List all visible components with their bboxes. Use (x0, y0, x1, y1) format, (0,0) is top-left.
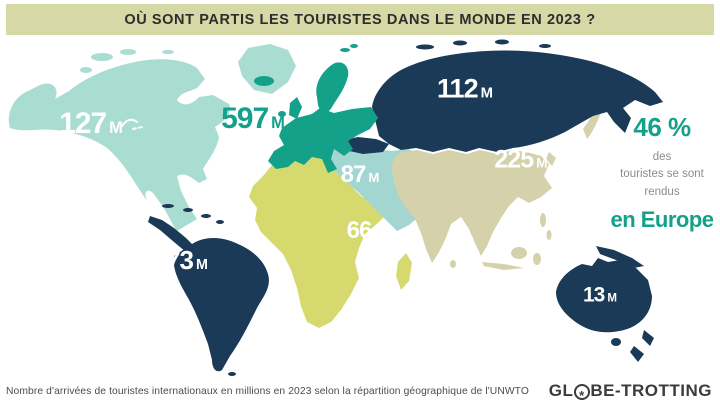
plane-doodle-icon (121, 118, 143, 130)
region-north-america (8, 44, 296, 231)
highlight-line-2: touristes se sont (620, 168, 704, 181)
highlight-line-3: rendus (644, 185, 680, 198)
new-zealand-shape (642, 330, 654, 346)
label-africa: 66 M (346, 217, 386, 244)
region-oceania (556, 246, 654, 362)
region-africa (249, 147, 412, 328)
logo-prefix: GL (548, 381, 574, 400)
uk-shape (289, 97, 302, 119)
label-latin-america: 73 M (166, 245, 208, 275)
greenland-shape (238, 44, 296, 94)
label-oceania: 13 M (583, 283, 617, 307)
label-asia: 225 M (494, 145, 548, 174)
europe-highlight: 46 % des touristes se sont rendus en Eur… (604, 112, 720, 233)
region-latin-america (148, 204, 269, 376)
label-russia-north-asia: 112 M (437, 73, 493, 104)
logo-suffix: BE-TROTTING (590, 381, 712, 400)
label-europe: 597 M (221, 102, 285, 135)
region-russia-north-asia (340, 39, 663, 154)
highlight-percent: 46 % (633, 112, 691, 142)
highlight-europe: en Europe (610, 206, 714, 232)
new-guinea-shape (596, 246, 644, 268)
scandinavia-shape (316, 62, 349, 113)
australia-shape (556, 258, 652, 333)
madagascar-shape (396, 253, 412, 290)
label-north-america: 127 M (59, 107, 123, 140)
turkey-shape (340, 137, 389, 154)
south-america-shape (173, 238, 269, 372)
region-europe (254, 44, 378, 173)
globe-icon: * (573, 384, 590, 402)
source-caption: Nombre d'arrivées de touristes internati… (6, 386, 529, 397)
page-title: OÙ SONT PARTIS LES TOURISTES DANS LE MON… (124, 11, 596, 28)
globe-trotting-logo: GL * BE-TROTTING (548, 381, 712, 402)
iceland-shape (254, 76, 274, 86)
title-band: OÙ SONT PARTIS LES TOURISTES DANS LE MON… (6, 4, 714, 35)
label-middle-east: 87 M (340, 161, 380, 188)
highlight-line-1: des (652, 151, 672, 163)
